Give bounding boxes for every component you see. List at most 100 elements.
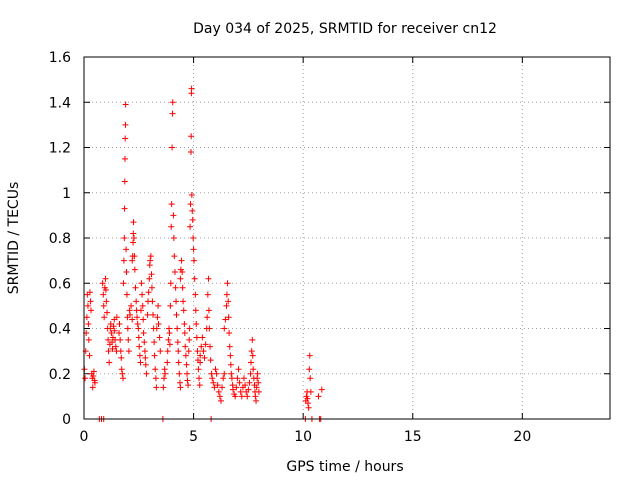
data-point xyxy=(227,352,234,359)
data-point xyxy=(160,375,167,382)
data-point xyxy=(150,311,157,318)
data-point xyxy=(125,348,132,355)
data-point xyxy=(225,298,232,305)
data-point xyxy=(197,352,204,359)
data-point xyxy=(208,370,215,377)
x-tick-label: 5 xyxy=(189,429,198,445)
data-point xyxy=(220,375,227,382)
data-point xyxy=(201,354,208,361)
data-point xyxy=(109,339,116,346)
data-point xyxy=(121,178,128,185)
data-point xyxy=(122,121,129,128)
data-point xyxy=(140,316,147,323)
data-point xyxy=(250,366,257,373)
data-point xyxy=(149,298,156,305)
data-point xyxy=(157,348,164,355)
data-point xyxy=(123,246,130,253)
data-point xyxy=(235,366,242,373)
data-point xyxy=(120,375,127,382)
data-point xyxy=(100,291,107,298)
data-point xyxy=(121,235,128,241)
data-point xyxy=(121,205,128,212)
data-point xyxy=(306,366,313,373)
x-tick-label: 0 xyxy=(80,429,89,445)
data-point xyxy=(193,334,200,341)
data-point xyxy=(238,393,245,400)
data-point xyxy=(123,268,130,275)
data-point xyxy=(226,343,233,350)
data-point xyxy=(212,366,219,373)
data-point xyxy=(188,192,195,199)
data-point xyxy=(307,388,314,395)
x-tick-label: 20 xyxy=(513,429,531,445)
data-point xyxy=(187,149,194,156)
data-point xyxy=(221,325,228,332)
data-point xyxy=(178,257,185,264)
data-point xyxy=(177,275,184,282)
data-point xyxy=(304,400,311,407)
data-point xyxy=(242,382,249,389)
data-point xyxy=(153,384,160,391)
data-point xyxy=(216,393,223,400)
data-point xyxy=(185,382,192,389)
data-point xyxy=(152,366,159,373)
data-point xyxy=(86,352,93,359)
data-point xyxy=(315,393,322,400)
data-point xyxy=(105,336,112,343)
data-point xyxy=(172,284,179,291)
data-point xyxy=(255,379,262,386)
tick-labels: 0 0.2 0.4 0.6 0.8 1 1.2 1.4 1.6 0 5 10 15 20 xyxy=(49,50,532,445)
data-point xyxy=(249,352,256,359)
data-point xyxy=(117,348,124,355)
data-point xyxy=(174,339,181,346)
data-point xyxy=(109,345,116,352)
data-point xyxy=(119,370,126,377)
data-point xyxy=(205,307,212,314)
data-point xyxy=(127,311,134,318)
data-point xyxy=(306,352,313,359)
data-point xyxy=(252,393,259,400)
data-point xyxy=(305,404,312,411)
data-point xyxy=(139,291,146,298)
data-point xyxy=(184,377,191,384)
axis-ticks xyxy=(83,56,610,420)
data-point xyxy=(112,343,119,350)
data-point xyxy=(141,339,148,346)
data-point xyxy=(116,330,123,337)
data-point xyxy=(198,343,205,350)
data-point xyxy=(217,397,224,404)
data-point xyxy=(318,386,325,393)
data-point xyxy=(209,375,216,382)
data-point xyxy=(90,373,97,380)
data-point xyxy=(124,325,131,332)
data-point xyxy=(154,314,161,321)
data-point xyxy=(166,330,173,337)
data-point xyxy=(223,291,230,298)
data-point xyxy=(191,257,198,264)
data-point xyxy=(204,314,211,321)
data-point xyxy=(253,384,260,391)
data-point xyxy=(137,359,144,366)
data-point xyxy=(128,302,135,309)
data-point xyxy=(236,379,243,386)
data-point xyxy=(230,386,237,393)
data-point xyxy=(104,309,111,316)
data-point xyxy=(223,302,230,309)
data-point xyxy=(85,336,92,343)
data-point xyxy=(140,330,147,337)
data-point xyxy=(135,334,142,341)
data-point xyxy=(120,280,127,287)
data-point xyxy=(188,85,195,92)
data-point xyxy=(169,99,176,106)
data-point xyxy=(100,302,107,309)
data-point xyxy=(199,334,206,341)
data-point xyxy=(84,302,91,309)
data-point xyxy=(99,280,106,287)
data-point xyxy=(182,352,189,359)
data-point xyxy=(166,341,173,348)
data-point xyxy=(160,384,167,391)
data-point xyxy=(196,375,203,382)
data-point xyxy=(206,325,213,332)
data-point xyxy=(248,348,255,355)
